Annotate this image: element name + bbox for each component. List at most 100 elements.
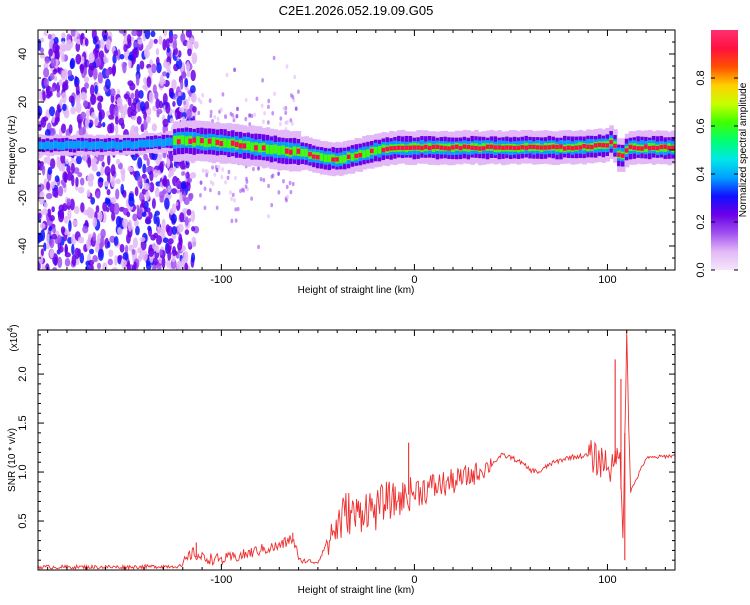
spectrogram-noise-blob [61,40,66,53]
spectrogram-sparse-blob [288,180,292,186]
spectrogram-noise-blob [166,225,173,237]
spectrogram-ridge-cell [138,141,142,145]
spectrogram-noise-blob [190,210,196,223]
spectrogram-ridge-cell [605,143,610,148]
spectrogram-sparse-blob [177,179,180,185]
spectrogram-noise-blob [134,89,140,101]
spectrogram-noise-blob [100,165,104,176]
spectrogram-y-tick-label: -40 [17,238,29,254]
spectrogram-noise-blob [149,38,154,46]
snr-y-multiplier-close: ) [9,324,20,327]
spectrogram-sparse-blob [252,166,255,172]
spectrogram-noise-blob [188,193,193,202]
spectrogram-sparse-blob [234,218,238,223]
spectrogram-ridge-cell [675,131,680,165]
spectrogram-noise-blob [145,115,150,124]
snr-y-ticks: 0.5 1.0 1.5 2.0 [17,334,675,571]
spectrogram-sparse-blob [284,110,288,115]
spectrogram-sparse-blob [271,173,275,178]
spectrogram-ridge-cell [157,138,162,147]
spectrogram-noise-blob [190,69,196,82]
spectrogram-noise-blob [80,111,87,120]
spectrogram-ridge-cell [624,148,629,153]
spectrogram-noise-blob [89,84,95,97]
snr-y-multiplier-exponent: 4 [6,327,15,332]
spectrogram-noise-blob [142,84,149,90]
spectrogram-ridge-cell [466,144,471,150]
spectrogram-noise-blob [68,220,72,232]
spectrogram-noise-blob [119,104,125,114]
spectrogram-noise-blob [126,34,132,44]
spectrogram-noise-blob [38,212,42,219]
spectrogram-sparse-blob [213,115,217,120]
spectrogram-ridge-cell [663,144,667,149]
spectrogram-noise-blob [181,70,187,79]
spectrogram-ridge-cell [227,138,231,149]
colorbar-ticks: 0.0 0.2 0.4 0.6 0.8 [695,70,738,278]
spectrogram-sparse-blob [271,111,275,116]
spectrogram-noise-blob [191,252,196,263]
spectrogram-noise-blob [137,157,143,169]
spectrogram-noise-blob [80,202,85,213]
spectrogram-noise-blob [154,244,159,251]
spectrogram-ridge-cell [277,145,281,156]
spectrogram-ridge-cell [620,153,625,158]
spectrogram-ridge-cell [404,145,409,150]
spectrogram-noise-blob [176,94,183,107]
spectrogram-noise-blob [42,208,48,216]
spectrogram-sparse-blob [225,72,229,78]
spectrogram-noise-blob [59,245,64,253]
spectrogram-sparse-blob [197,110,201,116]
spectrogram-y-label: Frequency (Hz) [7,116,18,185]
spectrogram-noise-blob [51,206,55,213]
spectrogram-sparse-blob [263,111,267,116]
spectrogram-sparse-blob [257,244,260,250]
spectrogram-noise-blob [171,203,177,214]
spectrogram-noise-blob [179,191,183,204]
spectrogram-noise-blob [122,61,127,74]
spectrogram-ridge-cell [258,143,262,153]
spectrogram-noise-blob [96,171,101,177]
spectrogram-noise-blob [86,175,92,182]
spectrogram-ridge-cell [524,145,528,150]
spectrogram-ridge-cell [647,145,652,151]
spectrogram-sparse-blob [290,93,293,98]
spectrogram-noise-blob [115,188,120,200]
spectrogram-noise-blob [151,63,157,74]
spectrogram-noise-blob [119,53,125,60]
spectrogram-ridge-cell [505,145,509,150]
spectrogram-noise-blob [54,175,60,183]
spectrogram-y-ticks: -40 -20 0 20 40 [17,29,675,271]
spectrogram-ridge-cell [265,144,270,154]
spectrogram-noise-blob [150,30,156,38]
spectrogram-sparse-blob [248,113,252,118]
spectrogram-noise-blob [127,219,133,232]
snr-background [38,330,675,570]
spectrogram-sparse-blob [289,189,293,195]
snr-y-tick-label: 2.0 [17,366,29,381]
spectrogram-ridge-cell [169,137,173,146]
spectrogram-noise-blob [95,205,100,213]
spectrogram-ridge-cell [308,152,312,157]
spectrogram-sparse-blob [229,190,232,195]
spectrogram-ridge-cell [617,152,621,157]
spectrogram-noise-blob [98,109,105,120]
spectrogram-ridge-cell [38,142,42,148]
spectrogram-noise-blob [65,158,69,165]
spectrogram-noise-blob [139,60,145,70]
spectrogram-noise-blob [143,182,150,190]
spectrogram-noise-blob [189,172,197,179]
spectrogram-noise-blob [84,82,89,89]
spectrogram-noise-blob [95,56,102,68]
spectrogram-noise-blob [159,74,164,87]
spectrogram-sparse-blob [279,116,283,121]
spectrogram-sparse-blob [199,193,202,198]
spectrogram-sparse-blob [224,180,227,185]
spectrogram-sparse-blob [282,179,285,184]
spectrogram-noise-blob [146,76,152,88]
spectrogram-noise-blob [52,187,59,198]
spectrogram-noise-blob [90,196,96,205]
spectrogram-ridge-cell [72,141,77,150]
spectrogram-noise-blob [123,44,128,52]
spectrogram-noise-blob [48,48,53,57]
